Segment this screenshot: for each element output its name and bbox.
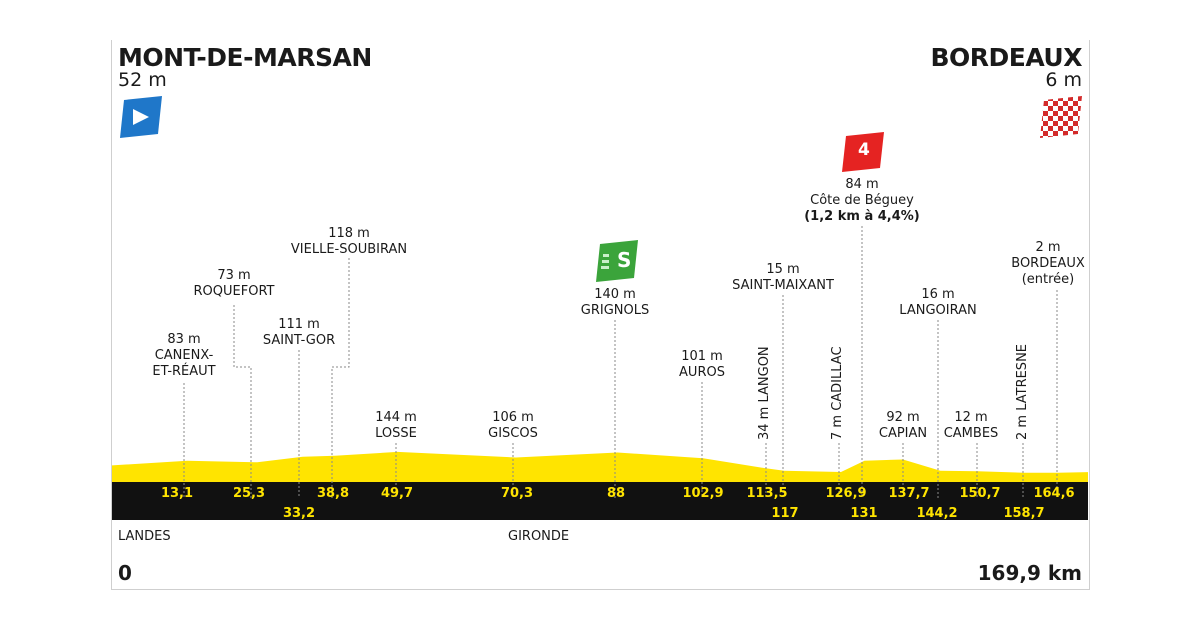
frame-bottom-line [111,589,1090,590]
waypoint-auros-name: AUROS [679,365,725,380]
waypoint-giscos-alt: 106 m [492,410,534,425]
waypoint-cambes-alt: 12 m [954,410,988,425]
waypoint-beguey-name: Côte de Béguey [810,193,914,208]
km-marker: 126,9 [825,486,867,501]
km-marker: 70,3 [500,486,534,501]
waypoint-losse-alt: 144 m [375,410,417,425]
finish-city: BORDEAUX [930,43,1082,72]
km-marker: 137,7 [888,486,930,501]
waypoint-saint-maixant-alt: 15 m [766,262,800,277]
waypoint-cambes-label: 12 m CAMBES [944,410,999,442]
waypoint-beguey-label: 84 m Côte de Béguey (1,2 km à 4,4%) [804,177,920,225]
waypoint-vielle-soubiran-alt: 118 m [328,226,370,241]
km-marker: 49,7 [380,486,414,501]
waypoint-auros-label: 101 m AUROS [679,349,725,381]
start-city: MONT-DE-MARSAN [118,43,372,72]
waypoint-bordeaux-entree-alt: 2 m [1035,240,1061,255]
waypoint-beguey-detail: (1,2 km à 4,4%) [804,209,920,224]
start-altitude: 52 m [118,69,167,91]
waypoint-roquefort-name: ROQUEFORT [193,284,275,299]
waypoint-saint-maixant-label: 15 m SAINT-MAIXANT [732,262,834,294]
region-landes: LANDES [118,529,171,544]
km-marker: 144,2 [916,506,958,521]
waypoint-canenx-name: CANENX- [154,348,214,363]
waypoint-canenx-name2: ET-RÉAUT [152,364,216,379]
km-marker: 117 [771,506,799,521]
waypoint-saint-gor-label: 111 m SAINT-GOR [263,317,335,349]
waypoint-losse-label: 144 m LOSSE [375,410,417,442]
waypoint-marker-line [331,258,350,498]
waypoint-capian-alt: 92 m [886,410,920,425]
km-marker: 38,8 [316,486,350,501]
waypoint-langoiran-name: LANGOIRAN [899,303,977,318]
waypoint-saint-maixant-name: SAINT-MAIXANT [732,278,834,293]
waypoint-canenx-alt: 83 m [167,332,201,347]
km-marker: 113,5 [746,486,788,501]
waypoint-roquefort-alt: 73 m [217,268,251,283]
start-distance: 0 [118,561,132,585]
waypoint-cadillac-vertical-label: 7 m CADILLAC [830,346,845,440]
start-flag-icon [120,96,162,138]
km-marker: 150,7 [959,486,1001,501]
frame-right-line [1089,40,1090,590]
climb-category-icon [842,132,884,172]
waypoint-giscos-label: 106 m GISCOS [488,410,538,442]
waypoint-roquefort-label: 73 m ROQUEFORT [194,268,275,300]
waypoint-bordeaux-entree-name: BORDEAUX [1011,256,1085,271]
sprint-icon [596,240,638,282]
waypoint-capian-label: 92 m CAPIAN [879,410,927,442]
frame-left-line [111,40,112,590]
waypoint-vielle-soubiran-name: VIELLE-SOUBIRAN [290,242,408,257]
waypoint-saint-gor-alt: 111 m [278,317,320,332]
waypoint-latresne-vertical-label: 2 m LATRESNE [1015,343,1030,440]
climb-category-label: 4 [858,140,870,160]
total-distance: 169,9 km [977,561,1082,585]
waypoint-langoiran-alt: 16 m [921,287,955,302]
waypoint-capian-name: CAPIAN [878,426,928,441]
km-marker: 158,7 [1003,506,1045,521]
waypoint-bordeaux-entree-name2: (entrée) [1021,272,1075,287]
waypoint-langon-vertical-label: 34 m LANGON [757,346,772,440]
km-bar [112,482,1088,520]
km-marker: 33,2 [282,506,316,521]
waypoint-giscos-name: GISCOS [488,426,538,441]
waypoint-beguey-alt: 84 m [845,177,879,192]
sprint-label: S [617,248,632,272]
km-marker: 131 [850,506,878,521]
waypoint-saint-gor-name: SAINT-GOR [262,333,336,348]
finish-altitude: 6 m [1045,69,1082,91]
waypoint-marker-line [233,305,252,498]
waypoint-bordeaux-entree-label: 2 m BORDEAUX (entrée) [1011,240,1085,288]
waypoint-grignols-name: GRIGNOLS [580,303,650,318]
waypoint-langoiran-label: 16 m LANGOIRAN [899,287,976,319]
waypoint-vielle-soubiran-label: 118 m VIELLE-SOUBIRAN [291,226,407,258]
waypoint-grignols-label: 140 m GRIGNOLS [581,287,649,319]
waypoint-losse-name: LOSSE [375,426,417,441]
waypoint-grignols-alt: 140 m [594,287,636,302]
waypoint-canenx-label: 83 m CANENX- ET-RÉAUT [152,332,215,380]
km-marker: 88 [606,486,626,501]
km-marker: 13,1 [160,486,194,501]
waypoint-cambes-name: CAMBES [943,426,999,441]
region-gironde: GIRONDE [508,529,570,544]
km-marker: 25,3 [232,486,266,501]
km-marker: 102,9 [682,486,724,501]
waypoint-auros-alt: 101 m [681,349,723,364]
finish-flag-icon [1040,96,1082,138]
km-marker: 164,6 [1033,486,1075,501]
profile-area [112,451,1088,482]
